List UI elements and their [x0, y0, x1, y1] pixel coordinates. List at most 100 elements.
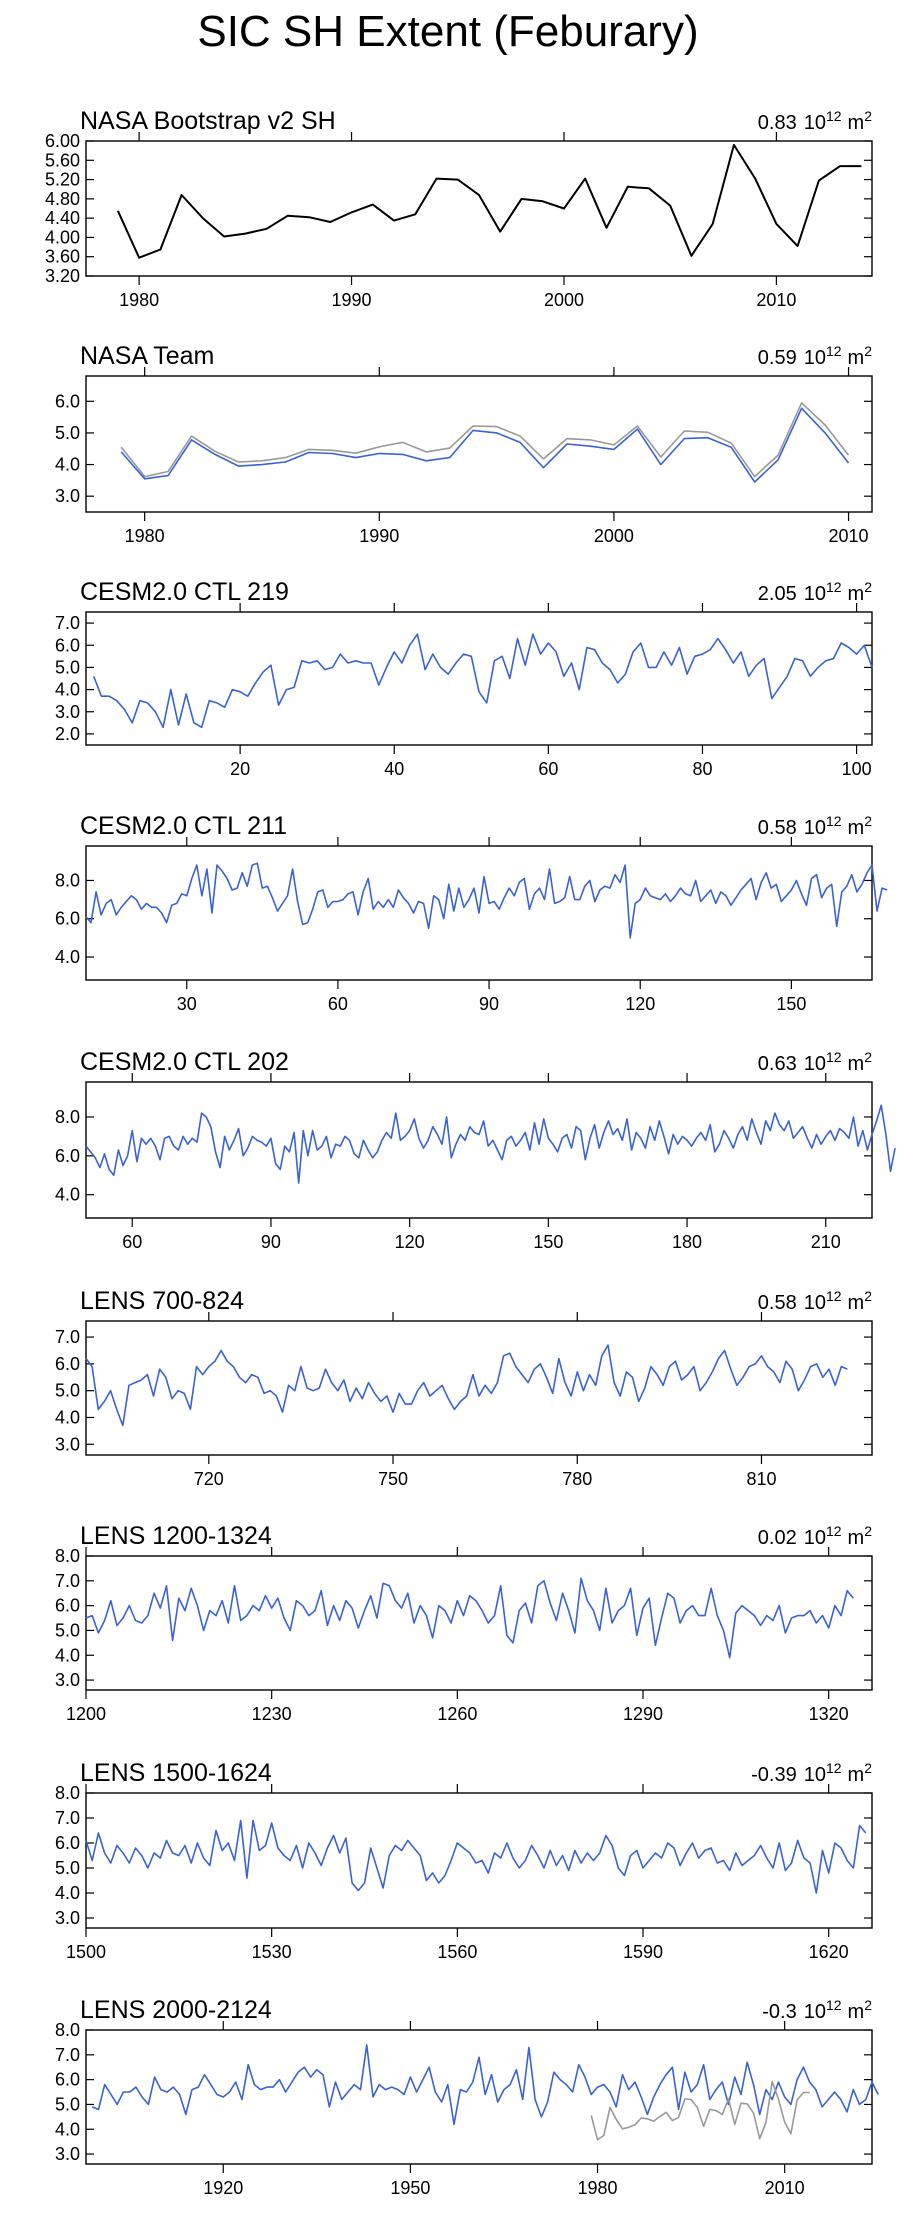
- chart-panel-8: LENS 1500-1624 -0.39 1012 m2 3.0 4.0 5.0 6.0 7.0…: [55, 1759, 873, 1962]
- y-tick-label: 7.0: [55, 1327, 80, 1347]
- x-tick-label: 1950: [390, 2178, 430, 2198]
- unit-exponent: 12: [826, 579, 842, 595]
- unit-base: 10: [804, 1292, 826, 1314]
- panel-stat: 0.02 1012 m2: [758, 1523, 872, 1549]
- unit-exponent: 12: [826, 1997, 842, 2013]
- unit-base: 10: [804, 112, 826, 134]
- x-tick-label: 100: [842, 759, 872, 779]
- x-tick-label: 210: [811, 1232, 841, 1252]
- plot-frame: [85, 375, 873, 513]
- unit-exponent: 12: [826, 813, 842, 829]
- chart-panel-5: CESM2.0 CTL 202 0.63 1012 m2 4.0 6.0 8.0 60 90 12…: [55, 1048, 896, 1252]
- unit-square: 2: [864, 1523, 872, 1539]
- plot-frame: [85, 845, 873, 981]
- x-tick-label: 2000: [594, 526, 634, 546]
- stat-value: 0.63: [758, 1053, 797, 1075]
- x-tick-label: 60: [328, 994, 348, 1014]
- panel-stat: 0.58 1012 m2: [758, 813, 872, 839]
- y-tick-label: 4.0: [55, 455, 80, 475]
- unit-square: 2: [864, 1997, 872, 2013]
- series-line-model: [85, 1344, 848, 1427]
- y-tick-label: 5.0: [55, 1381, 80, 1401]
- unit-square: 2: [864, 1049, 872, 1065]
- series-line-model: [85, 1104, 896, 1184]
- x-tick-label: 1990: [359, 526, 399, 546]
- x-tick-label: 20: [230, 759, 250, 779]
- y-tick-label: 6.0: [55, 909, 80, 929]
- y-tick-label: 8.0: [55, 1783, 80, 1803]
- x-tick-label: 1920: [203, 2178, 243, 2198]
- y-tick-label: 8.0: [55, 870, 80, 890]
- x-tick-label: 1290: [623, 1704, 663, 1724]
- y-tick-label: 4.00: [45, 227, 80, 247]
- unit-suffix: m: [848, 1764, 865, 1786]
- chart-panel-3: CESM2.0 CTL 219 2.05 1012 m2 2.03.04.0 5.06.0…: [55, 578, 873, 779]
- unit-square: 2: [864, 579, 872, 595]
- y-tick-label: 6.0: [55, 1596, 80, 1616]
- y-tick-label: 5.0: [55, 423, 80, 443]
- y-tick-label: 3.60: [45, 247, 80, 267]
- y-tick-label: 5.60: [45, 150, 80, 170]
- plot-frame: [85, 1320, 873, 1456]
- y-tick-label: 7.0: [55, 613, 80, 633]
- y-tick-label: 3.0: [55, 486, 80, 506]
- panel-stat: 2.05 1012 m2: [758, 579, 872, 605]
- stat-value: 0.02: [758, 1527, 797, 1549]
- unit-square: 2: [864, 813, 872, 829]
- stat-value: -0.39: [751, 1764, 797, 1786]
- x-tick-label: 1260: [437, 1704, 477, 1724]
- y-tick-label: 3.20: [45, 266, 80, 286]
- panel-title: CESM2.0 CTL 219: [80, 578, 289, 606]
- x-tick-label: 1980: [578, 2178, 618, 2198]
- x-tick-label: 1590: [623, 1942, 663, 1962]
- panel-stat: -0.39 1012 m2: [751, 1760, 872, 1786]
- y-tick-label: 4.40: [45, 208, 80, 228]
- x-tick-label: 80: [692, 759, 712, 779]
- stat-value: 0.59: [758, 347, 797, 369]
- plot-frame: [85, 1792, 873, 1929]
- x-tick-label: 720: [194, 1469, 224, 1489]
- panel-title: NASA Bootstrap v2 SH: [80, 107, 336, 135]
- y-tick-label: 4.80: [45, 189, 80, 209]
- unit-exponent: 12: [826, 1523, 842, 1539]
- plot-frame: [85, 2029, 873, 2165]
- y-tick-label: 8.0: [55, 1107, 80, 1127]
- y-tick-label: 2.0: [55, 724, 80, 744]
- unit-square: 2: [864, 1288, 872, 1304]
- y-tick-label: 8.0: [55, 1546, 80, 1566]
- panels: NASA Bootstrap v2 SH 0.83 1012 m23.203.604.…: [45, 107, 896, 2198]
- unit-base: 10: [804, 817, 826, 839]
- unit-base: 10: [804, 583, 826, 605]
- series-line-model: [85, 862, 888, 939]
- stat-value: 2.05: [758, 583, 797, 605]
- stat-value: 0.58: [758, 1292, 797, 1314]
- stat-value: 0.58: [758, 817, 797, 839]
- chart-panel-2: NASA Team 0.59 1012 m2 3.0 4.0 5.0 6.0 1980 1990 2…: [55, 342, 873, 546]
- y-tick-label: 3.0: [55, 2144, 80, 2164]
- x-tick-label: 1560: [437, 1942, 477, 1962]
- x-tick-label: 2000: [544, 290, 584, 310]
- unit-exponent: 12: [826, 108, 842, 124]
- unit-base: 10: [804, 2001, 826, 2023]
- x-tick-label: 1200: [66, 1704, 106, 1724]
- figure-title: SIC SH Extent (Feburary): [197, 7, 698, 56]
- x-tick-label: 60: [538, 759, 558, 779]
- panel-title: LENS 2000-2124: [80, 1996, 272, 2024]
- y-tick-label: 3.0: [55, 702, 80, 722]
- unit-suffix: m: [848, 112, 865, 134]
- unit-square: 2: [864, 1760, 872, 1776]
- y-tick-label: 7.0: [55, 2045, 80, 2065]
- unit-base: 10: [804, 1764, 826, 1786]
- y-tick-label: 5.20: [45, 170, 80, 190]
- x-tick-label: 810: [746, 1469, 776, 1489]
- plot-frame: [85, 1081, 873, 1219]
- series-line-model: [91, 2044, 879, 2126]
- unit-square: 2: [864, 108, 872, 124]
- panel-title: CESM2.0 CTL 202: [80, 1048, 289, 1076]
- y-tick-label: 6.00: [45, 131, 80, 151]
- y-tick-label: 8.0: [55, 2020, 80, 2040]
- unit-base: 10: [804, 1527, 826, 1549]
- stat-value: 0.83: [758, 112, 797, 134]
- panel-title: LENS 1200-1324: [80, 1522, 272, 1550]
